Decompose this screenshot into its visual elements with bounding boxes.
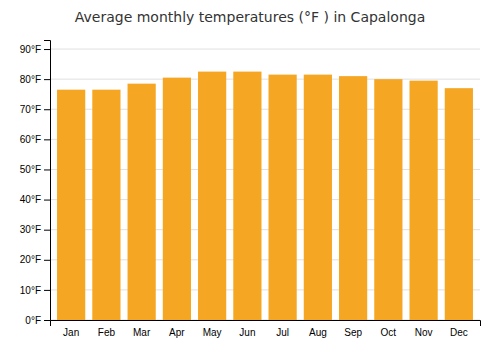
x-tick: Oct [381, 327, 397, 338]
x-tick-label: Oct [381, 327, 397, 338]
title: Average monthly temperatures (°F ) in Ca… [75, 9, 425, 25]
x-tick: Apr [169, 327, 185, 338]
x-tick-label: Sep [344, 327, 362, 338]
x-tick: Nov [415, 327, 433, 338]
y-tick-mark [44, 139, 50, 140]
bar [163, 78, 191, 320]
x-tick-label: Nov [415, 327, 433, 338]
y-tick: 70°F [20, 104, 50, 115]
x-axis-line [51, 321, 481, 327]
grid-line [50, 49, 480, 50]
y-tick-mark [44, 49, 50, 50]
y-tick: 60°F [20, 134, 50, 145]
y-tick-label: 90°F [20, 44, 41, 55]
plot: 0°F 10°F 20°F 30°F 40°F 50°F 60°F 70°F 80°F 90°F J… [20, 41, 481, 339]
bar [198, 72, 226, 320]
chart: Average monthly temperatures (°F ) in Ca… [0, 0, 500, 350]
x-tick: Jul [276, 327, 289, 338]
x-tick-label: Jun [239, 327, 255, 338]
y-tick-mark [44, 260, 50, 261]
y-tick-mark [44, 230, 50, 231]
bar [269, 75, 297, 320]
x-tick-label: Jan [63, 327, 79, 338]
y-tick: 80°F [20, 74, 50, 85]
bar [339, 76, 367, 320]
y-tick-label: 30°F [20, 224, 41, 235]
x-tick-label: Jul [276, 327, 289, 338]
y-tick-label: 70°F [20, 104, 41, 115]
x-tick: Mar [133, 327, 151, 338]
y-tick-label: 80°F [20, 74, 41, 85]
x-tick: Sep [344, 327, 362, 338]
x-tick: Feb [98, 327, 116, 338]
y-tick: 20°F [20, 254, 50, 265]
x-tick-label: Dec [450, 327, 468, 338]
x-tick-label: Aug [309, 327, 327, 338]
x-tick: May [203, 327, 222, 338]
y-tick: 30°F [20, 224, 50, 235]
y-tick-label: 50°F [20, 164, 41, 175]
y-tick-mark [44, 169, 50, 170]
y-tick-mark [44, 290, 50, 291]
x-tick: Jun [239, 327, 255, 338]
y-tick-label: 20°F [20, 254, 41, 265]
y-tick-mark [44, 320, 50, 321]
x-tick-label: Feb [98, 327, 116, 338]
bars [57, 72, 473, 320]
bar [92, 90, 120, 320]
x-axis: Jan Feb Mar Apr May Jun Jul Aug Sep Oct Nov Dec [51, 321, 481, 339]
bar [374, 79, 402, 320]
bar [233, 72, 261, 320]
y-tick-label: 10°F [20, 285, 41, 296]
y-axis-line [44, 41, 51, 321]
x-tick: Dec [450, 327, 468, 338]
x-tick: Jan [63, 327, 79, 338]
grid [50, 49, 480, 320]
y-tick-mark [44, 79, 50, 80]
grid-line [50, 79, 480, 80]
bar [445, 88, 473, 320]
y-tick-label: 0°F [25, 315, 41, 326]
bar [57, 90, 85, 320]
bar [304, 75, 332, 320]
y-tick: 50°F [20, 164, 50, 175]
y-tick: 10°F [20, 285, 50, 296]
y-axis: 0°F 10°F 20°F 30°F 40°F 50°F 60°F 70°F 80°F 90°F [20, 41, 51, 326]
y-tick: 40°F [20, 194, 50, 205]
y-tick-label: 40°F [20, 194, 41, 205]
bar [128, 84, 156, 320]
y-tick: 90°F [20, 44, 50, 55]
x-tick: Aug [309, 327, 327, 338]
x-tick-label: May [203, 327, 222, 338]
x-tick-label: Apr [169, 327, 185, 338]
y-tick: 0°F [25, 315, 50, 326]
y-tick-mark [44, 109, 50, 110]
y-tick-mark [44, 200, 50, 201]
x-tick-label: Mar [133, 327, 151, 338]
y-tick-label: 60°F [20, 134, 41, 145]
bar [410, 81, 438, 320]
